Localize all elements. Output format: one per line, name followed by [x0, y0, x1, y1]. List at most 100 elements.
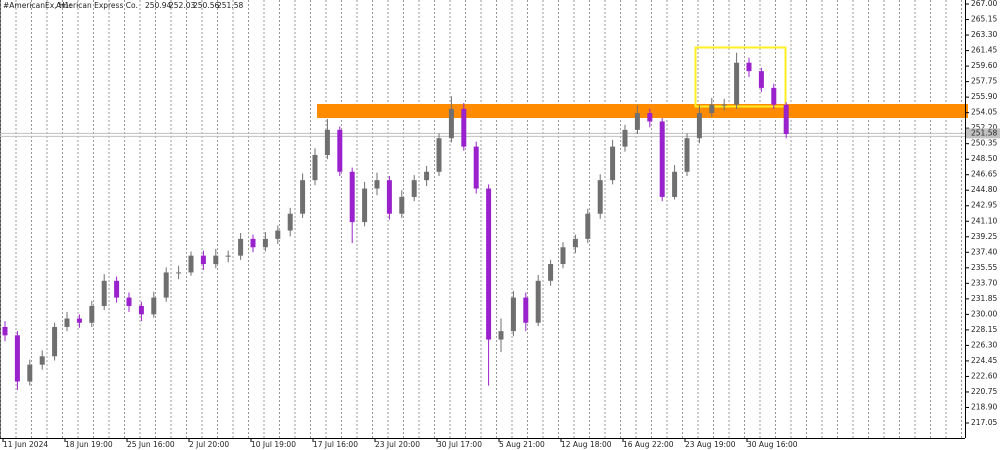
candle-body: [238, 238, 244, 256]
candle-body: [672, 171, 678, 197]
y-tick-label: 220.75: [971, 387, 997, 396]
candle-body: [659, 121, 665, 197]
y-tick-label: 244.80: [971, 185, 997, 194]
candle-body: [213, 255, 219, 265]
candle-body: [312, 155, 318, 181]
y-tick-label: 228.15: [971, 325, 997, 334]
x-tick-label: 23 Jul 20:00: [375, 440, 420, 449]
x-tick-label: 11 Jun 2024: [3, 440, 48, 449]
x-tick-label: 30 Aug 16:00: [747, 440, 798, 449]
candle-body: [287, 213, 293, 231]
candle-body: [424, 171, 430, 181]
candle-body: [647, 113, 653, 122]
candle-body: [337, 129, 343, 172]
candle-body: [262, 238, 268, 248]
y-tick-label: 267.00: [971, 0, 997, 8]
y-tick-label: 254.05: [971, 108, 997, 117]
candle-body: [101, 280, 107, 306]
candle-body: [138, 305, 144, 315]
candle-body: [535, 280, 541, 323]
resistance-zone: [317, 104, 968, 118]
y-tick-label: 259.60: [971, 61, 997, 70]
candle-body: [300, 180, 306, 214]
candle-body: [758, 71, 764, 88]
symbol: #AmericanEx, H1:: [3, 1, 72, 10]
candle-body: [275, 230, 281, 239]
header-value: 250.94: [145, 1, 171, 10]
candle-body: [461, 108, 467, 147]
candle-body: [634, 113, 640, 130]
y-tick-label: 237.40: [971, 247, 997, 256]
candle-body: [746, 62, 752, 72]
candle-body: [486, 188, 492, 340]
candle-body: [27, 364, 33, 382]
x-tick-label: 12 Aug 18:00: [561, 440, 612, 449]
candle-body: [225, 255, 231, 257]
candle-body: [14, 335, 20, 382]
candle-body: [64, 318, 70, 327]
candle-body: [560, 247, 566, 265]
candle-body: [176, 272, 182, 274]
price-tag-label: 251.58: [971, 128, 997, 137]
candle-body: [386, 180, 392, 214]
x-tick-label: 10 Jul 19:00: [251, 440, 296, 449]
candle-body: [498, 331, 504, 340]
candle-body: [523, 297, 529, 323]
x-tick-label: 17 Jul 16:00: [313, 440, 358, 449]
x-tick-label: 23 Aug 19:00: [685, 440, 736, 449]
y-tick-label: 218.90: [971, 402, 997, 411]
price-tag: [966, 128, 1000, 139]
x-tick-label: 30 Jul 17:00: [437, 440, 482, 449]
x-tick-label: 25 Jun 16:00: [127, 440, 175, 449]
candle-body: [2, 326, 8, 336]
header-value: 251.58: [217, 1, 243, 10]
y-tick-label: 224.45: [971, 356, 997, 365]
y-tick-label: 239.25: [971, 232, 997, 241]
y-tick-label: 252.20: [971, 123, 997, 132]
candle-body: [622, 129, 628, 147]
instrument-name: American Express Co.: [56, 1, 138, 10]
candle-body: [684, 138, 690, 172]
y-tick-label: 257.75: [971, 77, 997, 86]
candle-body: [52, 326, 58, 357]
y-tick-label: 226.30: [971, 340, 997, 349]
x-tick-label: 16 Aug 22:00: [623, 440, 674, 449]
x-tick-label: 5 Aug 21:00: [499, 440, 545, 449]
candle-body: [734, 62, 740, 105]
candle-body: [250, 238, 256, 248]
header-value: 250.56: [193, 1, 219, 10]
y-tick-label: 222.60: [971, 371, 997, 380]
candle-body: [188, 255, 194, 273]
candle-body: [610, 146, 616, 181]
candle-body: [436, 138, 442, 172]
y-tick-label: 233.70: [971, 278, 997, 287]
candle-body: [151, 297, 157, 315]
time-grid: [0, 0, 965, 438]
y-tick-label: 261.45: [971, 46, 997, 55]
candle-body: [324, 129, 330, 156]
candle-body: [114, 280, 120, 298]
y-tick-label: 230.00: [971, 309, 997, 318]
candle-body: [76, 318, 82, 323]
y-tick-label: 235.55: [971, 263, 997, 272]
candle-body: [696, 113, 702, 139]
candle-body: [39, 356, 45, 365]
y-tick-label: 246.65: [971, 170, 997, 179]
candle-body: [163, 272, 169, 298]
candle-body: [362, 188, 368, 223]
candle-body: [448, 108, 454, 139]
candle-body: [510, 297, 516, 332]
candle-body: [709, 104, 715, 114]
y-tick-label: 250.35: [971, 139, 997, 148]
y-tick-label: 263.30: [971, 30, 997, 39]
candle-body: [473, 146, 479, 189]
y-tick-label: 248.50: [971, 154, 997, 163]
candle-body: [721, 104, 727, 106]
candle-body: [411, 180, 417, 197]
candle-body: [349, 171, 355, 223]
x-tick-label: 18 Jun 19:00: [65, 440, 113, 449]
y-tick-label: 241.10: [971, 216, 997, 225]
candle-body: [783, 104, 789, 135]
candle-body: [374, 180, 380, 189]
